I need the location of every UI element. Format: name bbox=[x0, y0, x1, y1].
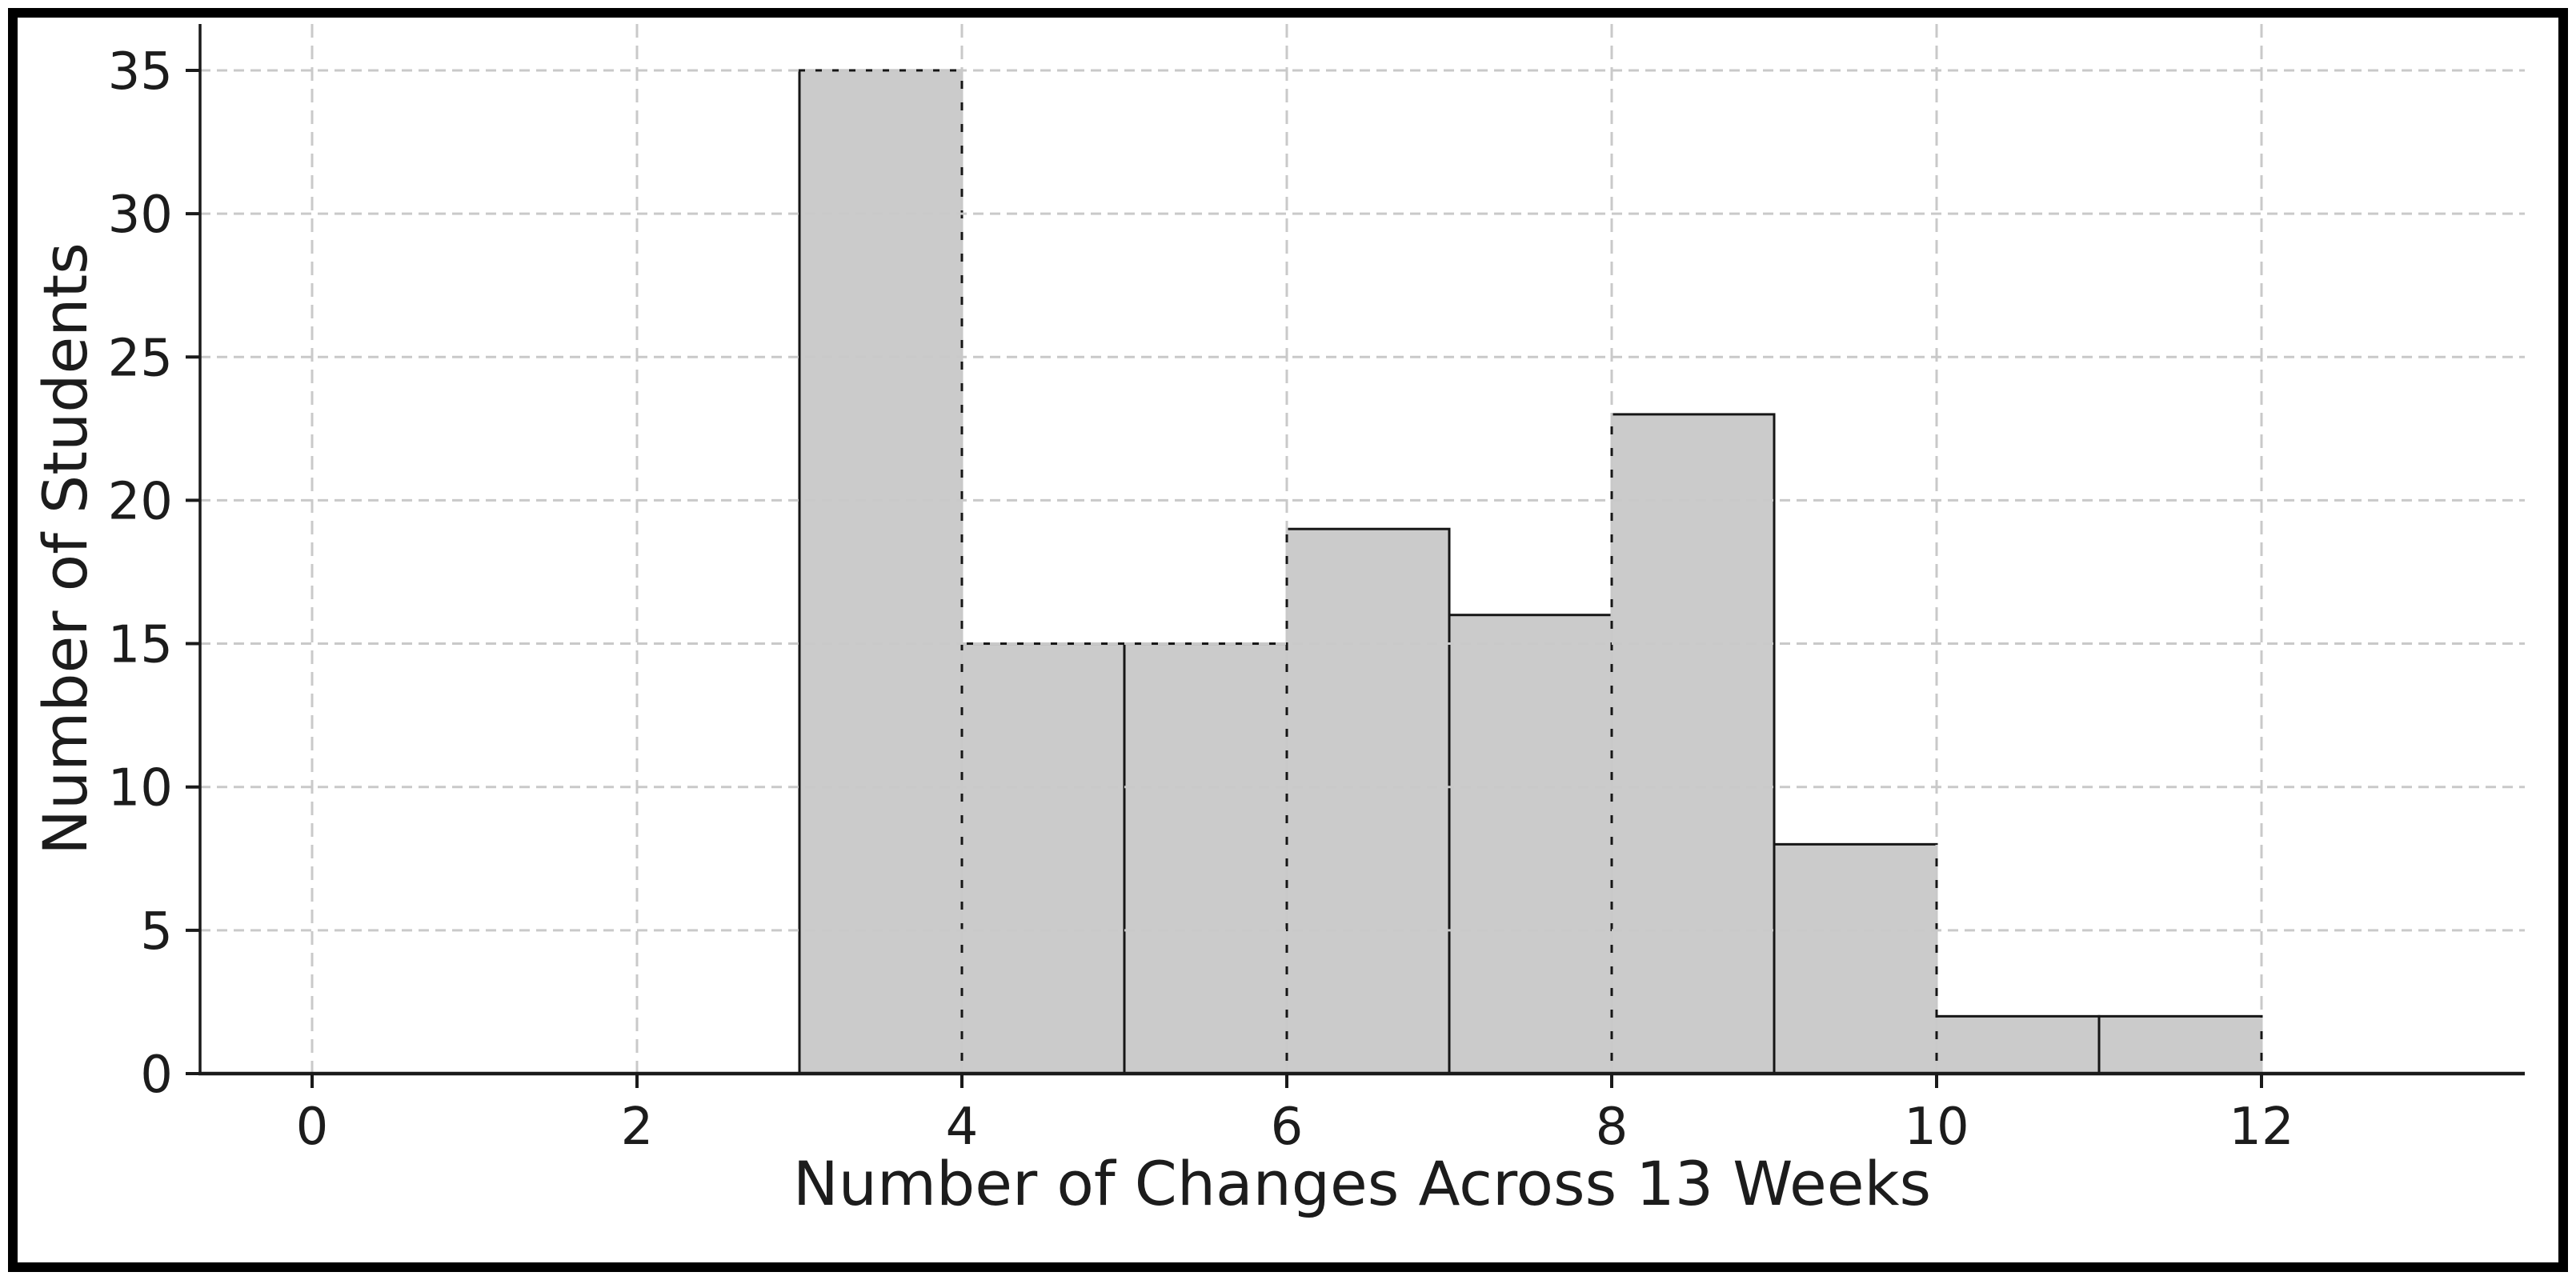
y-tick-label: 5 bbox=[140, 902, 173, 962]
x-tick-label: 0 bbox=[296, 1098, 329, 1157]
tick-label-layer: 0 5 10 15 20 25 30 35 0 2 4 6 8 10 12 bbox=[108, 42, 2294, 1157]
histogram-bar-9-10 bbox=[1773, 842, 1938, 1075]
y-tick-label: 15 bbox=[108, 616, 173, 675]
histogram-bar-7-8 bbox=[1448, 614, 1613, 1075]
x-tick-label: 8 bbox=[1596, 1098, 1629, 1157]
x-tick-label: 10 bbox=[1904, 1098, 1969, 1157]
y-axis-label: Number of Students bbox=[30, 242, 101, 855]
x-tick-label: 12 bbox=[2229, 1098, 2294, 1157]
axes-layer bbox=[186, 24, 2525, 1088]
y-tick-label: 30 bbox=[108, 186, 173, 245]
histogram-bar-8-9 bbox=[1610, 413, 1776, 1075]
y-tick-label: 35 bbox=[108, 42, 173, 102]
x-axis-label: Number of Changes Across 13 Weeks bbox=[793, 1148, 1931, 1219]
x-tick-label: 4 bbox=[946, 1098, 979, 1157]
bars-layer bbox=[798, 69, 2263, 1075]
histogram-bar-4-5 bbox=[960, 642, 1126, 1075]
y-tick-label: 20 bbox=[108, 472, 173, 531]
histogram-bar-6-7 bbox=[1285, 527, 1451, 1075]
y-tick-label: 25 bbox=[108, 329, 173, 388]
x-tick-label: 2 bbox=[621, 1098, 654, 1157]
histogram-bar-11-12 bbox=[2097, 1014, 2263, 1075]
y-tick-label: 0 bbox=[140, 1046, 173, 1105]
grid-layer bbox=[200, 24, 2525, 1074]
histogram-bar-3-4 bbox=[798, 69, 963, 1075]
y-tick-label: 10 bbox=[108, 759, 173, 818]
histogram-bar-5-6 bbox=[1123, 642, 1288, 1075]
x-tick-label: 6 bbox=[1271, 1098, 1304, 1157]
histogram-bar-10-11 bbox=[1935, 1014, 2101, 1075]
